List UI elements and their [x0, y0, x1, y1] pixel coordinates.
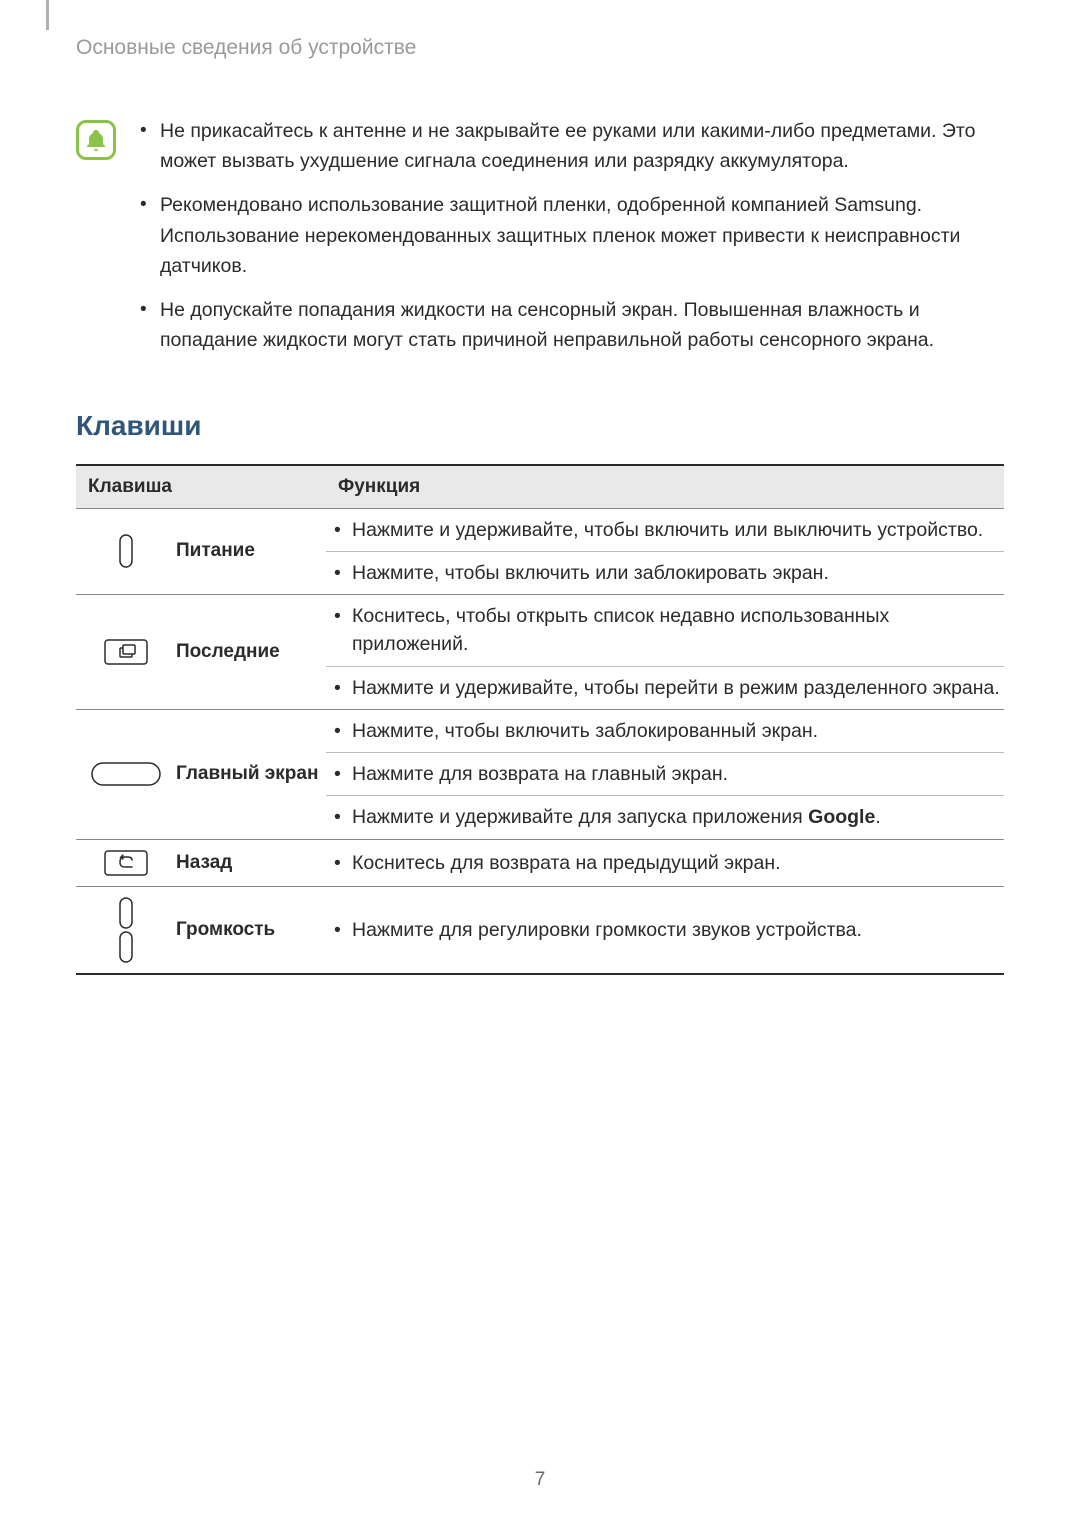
function-list: Коснитесь, чтобы открыть список недавно … [326, 595, 1004, 709]
note-block: Не прикасайтесь к антенне и не закрывайт… [76, 116, 1004, 370]
function-list: Нажмите и удерживайте, чтобы включить ил… [326, 509, 1004, 595]
header-accent-line [46, 0, 49, 30]
function-item: Нажмите и удерживайте, чтобы перейти в р… [326, 667, 1004, 709]
keys-table: Клавиша Функция Питание Нажмите и удержи… [76, 464, 1004, 975]
table-header-key: Клавиша [76, 465, 326, 509]
table-row: Питание Нажмите и удерживайте, чтобы вкл… [76, 508, 1004, 595]
key-label: Назад [176, 839, 326, 886]
function-item: Нажмите и удерживайте для запуска прилож… [326, 796, 1004, 838]
section-title: Клавиши [76, 410, 1004, 442]
function-item: Нажмите и удерживайте, чтобы включить ил… [326, 509, 1004, 552]
key-label: Последние [176, 595, 326, 710]
table-row: Громкость Нажмите для регулировки громко… [76, 886, 1004, 974]
back-key-icon [76, 840, 176, 886]
function-list: Нажмите, чтобы включить заблокированный … [326, 710, 1004, 839]
function-item: Нажмите для возврата на главный экран. [326, 753, 1004, 796]
note-item: Не прикасайтесь к антенне и не закрывайт… [134, 116, 1004, 176]
volume-key-icon [76, 887, 176, 973]
function-list: Нажмите для регулировки громкости звуков… [326, 909, 1004, 951]
function-item: Нажмите, чтобы включить или заблокироват… [326, 552, 1004, 594]
key-label: Питание [176, 508, 326, 595]
page-number: 7 [0, 1469, 1080, 1491]
note-item: Не допускайте попадания жидкости на сенс… [134, 295, 1004, 355]
function-list: Коснитесь для возврата на предыдущий экр… [326, 842, 1004, 884]
recents-key-icon [76, 629, 176, 675]
function-item: Нажмите для регулировки громкости звуков… [326, 909, 1004, 951]
home-key-icon [76, 752, 176, 796]
note-item: Рекомендовано использование защитной пле… [134, 190, 1004, 281]
power-key-icon [76, 524, 176, 578]
key-label: Громкость [176, 886, 326, 974]
note-list: Не прикасайтесь к антенне и не закрывайт… [134, 116, 1004, 370]
table-header-function: Функция [326, 465, 1004, 509]
table-row: Последние Коснитесь, чтобы открыть списо… [76, 595, 1004, 710]
bell-icon [76, 120, 116, 160]
key-label: Главный экран [176, 709, 326, 839]
table-row: Назад Коснитесь для возврата на предыдущ… [76, 839, 1004, 886]
breadcrumb: Основные сведения об устройстве [76, 36, 1004, 60]
page-content: Основные сведения об устройстве Не прика… [0, 0, 1080, 975]
function-item: Коснитесь, чтобы открыть список недавно … [326, 595, 1004, 667]
function-item: Коснитесь для возврата на предыдущий экр… [326, 842, 1004, 884]
function-item: Нажмите, чтобы включить заблокированный … [326, 710, 1004, 753]
table-row: Главный экран Нажмите, чтобы включить за… [76, 709, 1004, 839]
